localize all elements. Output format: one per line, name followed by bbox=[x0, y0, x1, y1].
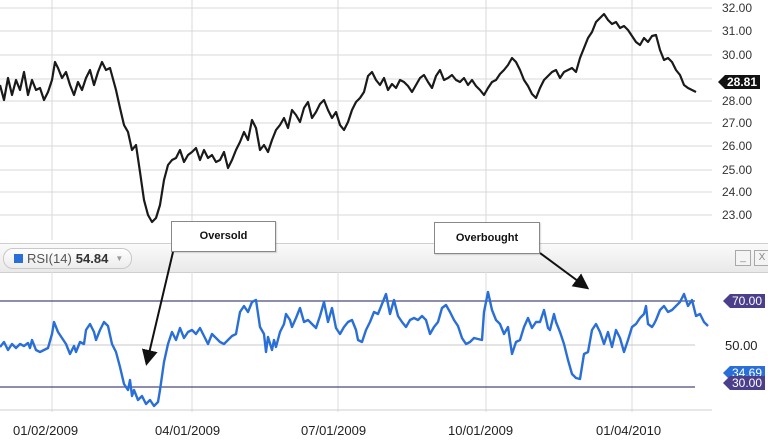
price-axis-label: 28.00 bbox=[722, 94, 753, 108]
chevron-down-icon: ▼ bbox=[115, 254, 124, 263]
price-axis-label: 23.00 bbox=[722, 208, 753, 222]
price-axis-label: 32.00 bbox=[722, 1, 753, 15]
price-axis-label: 31.00 bbox=[722, 24, 753, 38]
rsi-indicator-selector[interactable]: RSI(14) 54.84 ▼ bbox=[3, 248, 133, 269]
rsi-mid-label: 50.00 bbox=[725, 338, 758, 353]
x-axis-label: 10/01/2009 bbox=[448, 423, 514, 438]
rsi-series bbox=[0, 290, 709, 408]
x-axis-label: 01/04/2010 bbox=[596, 423, 662, 438]
last-price-tag: 28.81 bbox=[717, 75, 761, 89]
rsi-color-swatch bbox=[14, 254, 23, 263]
overbought-callout: Overbought bbox=[434, 222, 540, 254]
price-axis-label: 24.00 bbox=[722, 185, 753, 199]
x-axis-label: 01/02/2009 bbox=[13, 423, 79, 438]
rsi-chart bbox=[0, 272, 712, 412]
rsi-indicator-value: 54.84 bbox=[75, 251, 109, 266]
price-chart bbox=[0, 0, 712, 240]
rsi-panel-header: RSI(14) 54.84 ▼ _ X bbox=[0, 243, 768, 273]
price-axis-label: 27.00 bbox=[722, 116, 753, 130]
x-axis-label: 04/01/2009 bbox=[155, 423, 221, 438]
price-series bbox=[0, 12, 697, 224]
close-panel-button[interactable]: X bbox=[754, 250, 768, 266]
x-axis-label: 07/01/2009 bbox=[301, 423, 367, 438]
price-axis-label: 30.00 bbox=[722, 48, 753, 62]
price-axis-label: 26.00 bbox=[722, 139, 753, 153]
price-axis-label: 25.00 bbox=[722, 163, 753, 177]
minimize-panel-button[interactable]: _ bbox=[735, 250, 751, 266]
oversold-level-tag: 30.00 bbox=[722, 376, 766, 390]
oversold-callout: Oversold bbox=[171, 221, 276, 252]
overbought-level-tag: 70.00 bbox=[722, 294, 766, 308]
rsi-indicator-label: RSI(14) bbox=[27, 251, 72, 266]
